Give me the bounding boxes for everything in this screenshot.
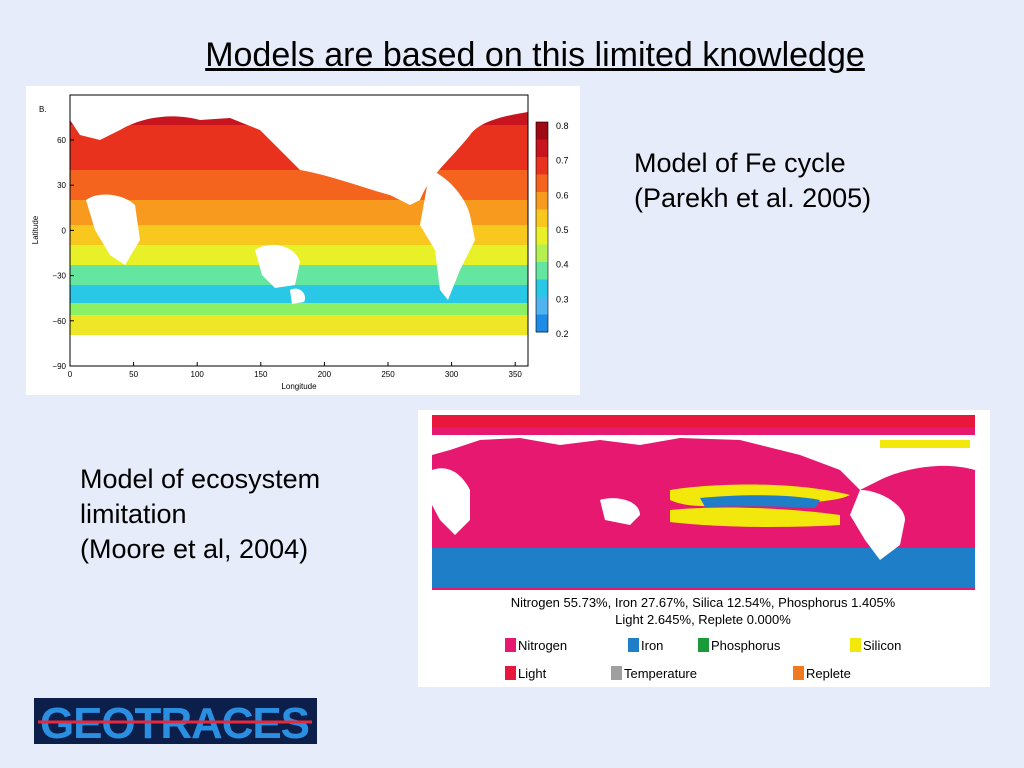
- colorbar-segment: [536, 209, 548, 228]
- legend-label: Light: [518, 666, 547, 681]
- label-line: (Parekh et al. 2005): [634, 183, 872, 213]
- colorbar-segment: [536, 139, 548, 158]
- colorbar-segment: [536, 227, 548, 245]
- label-line: Model of ecosystem: [80, 464, 321, 494]
- eco-label: Model of ecosystem limitation (Moore et …: [80, 462, 320, 567]
- x-axis-title: Longitude: [281, 382, 317, 391]
- label-line: Model of Fe cycle: [634, 148, 846, 178]
- y-tick-label: 30: [57, 181, 66, 190]
- fe-label: Model of Fe cycle (Parekh et al. 2005): [634, 146, 871, 216]
- eco-map: [432, 415, 975, 590]
- x-tick-label: 150: [254, 370, 268, 379]
- y-tick-label: −60: [52, 317, 66, 326]
- y-tick-label: 0: [62, 226, 67, 235]
- colorbar-label: 0.6: [556, 190, 569, 200]
- colorbar-label: 0.3: [556, 294, 569, 304]
- legend-label: Replete: [806, 666, 851, 681]
- y-axis-title: Latitude: [31, 215, 40, 244]
- colorbar-label: 0.5: [556, 225, 569, 235]
- label-line: (Moore et al, 2004): [80, 534, 309, 564]
- legend-label: Silicon: [863, 638, 901, 653]
- y-tick-label: −30: [52, 272, 66, 281]
- colorbar-label: 0.8: [556, 121, 569, 131]
- summary-line: Nitrogen 55.73%, Iron 27.67%, Silica 12.…: [511, 595, 896, 610]
- colorbar-segment: [536, 174, 548, 193]
- summary-line: Light 2.645%, Replete 0.000%: [615, 612, 791, 627]
- legend-label: Phosphorus: [711, 638, 781, 653]
- fe-map: [69, 94, 529, 367]
- legend-swatch: [793, 666, 804, 680]
- legend-swatch: [698, 638, 709, 652]
- colorbar-segment: [536, 122, 548, 140]
- legend-swatch: [628, 638, 639, 652]
- colorbar-label: 0.2: [556, 329, 569, 339]
- y-tick-label: 60: [57, 136, 66, 145]
- panel-label: B.: [39, 105, 47, 114]
- legend-label: Temperature: [624, 666, 697, 681]
- colorbar-label: 0.4: [556, 260, 569, 270]
- colorbar-segment: [536, 262, 548, 280]
- legend-label: Nitrogen: [518, 638, 567, 653]
- x-tick-label: 200: [318, 370, 332, 379]
- slide-title: Models are based on this limited knowled…: [205, 36, 865, 74]
- colorbar-segment: [536, 297, 548, 315]
- legend-swatch: [850, 638, 861, 652]
- colorbar-segment: [536, 314, 548, 333]
- colorbar-segment: [536, 157, 548, 175]
- legend-swatch: [505, 638, 516, 652]
- x-tick-label: 350: [509, 370, 523, 379]
- x-tick-label: 100: [191, 370, 205, 379]
- colorbar-label: 0.7: [556, 156, 569, 166]
- legend-swatch: [611, 666, 622, 680]
- y-tick-label: −90: [52, 362, 66, 371]
- x-tick-label: 250: [381, 370, 395, 379]
- legend-label: Iron: [641, 638, 663, 653]
- x-tick-label: 0: [68, 370, 73, 379]
- colorbar-segment: [536, 244, 548, 263]
- label-line: limitation: [80, 499, 187, 529]
- x-tick-label: 50: [129, 370, 138, 379]
- colorbar-segment: [536, 192, 548, 210]
- colorbar-segment: [536, 279, 548, 298]
- legend-swatch: [505, 666, 516, 680]
- colorbar-frame: [535, 121, 549, 333]
- x-tick-label: 300: [445, 370, 459, 379]
